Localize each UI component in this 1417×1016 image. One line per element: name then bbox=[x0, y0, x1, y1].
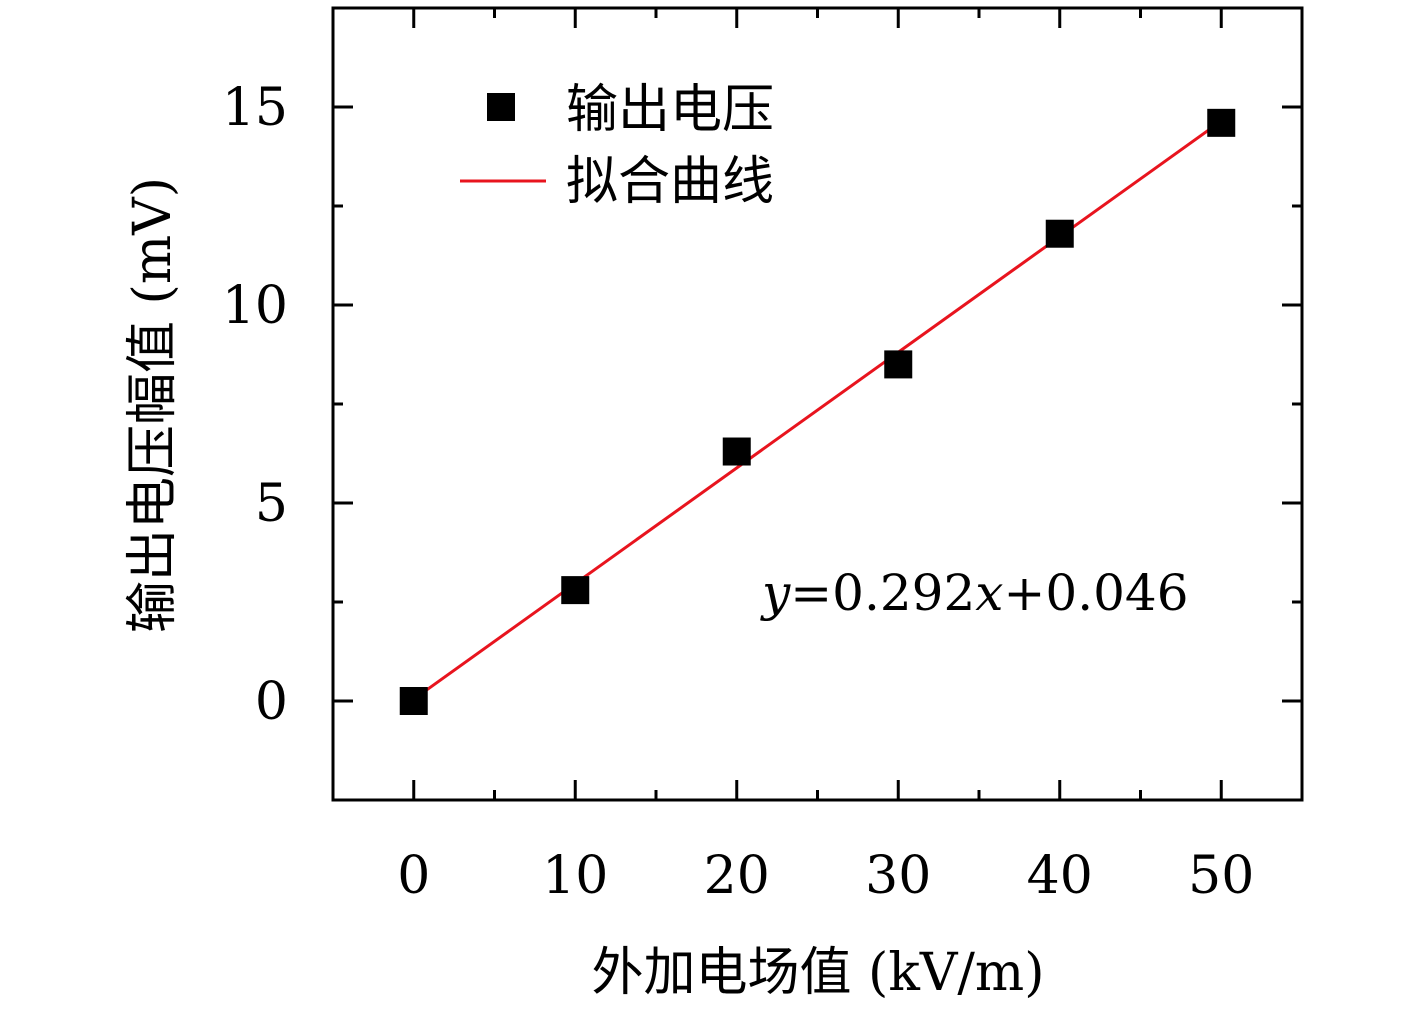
equation-eq: =0.292 bbox=[790, 564, 975, 622]
plot-frame bbox=[331, 6, 1304, 802]
x-tick-label: 20 bbox=[704, 846, 770, 906]
x-axis-title: 外加电场值 (kV/m) bbox=[592, 943, 1045, 1003]
x-tick-label: 50 bbox=[1188, 846, 1254, 906]
x-tick-label: 30 bbox=[865, 846, 931, 906]
y-axis-title: 输出电压幅值 (mV) bbox=[123, 177, 183, 633]
fit-line bbox=[412, 119, 1223, 701]
legend-label-fit: 拟合曲线 bbox=[566, 152, 774, 212]
equation-x-var: x bbox=[975, 564, 1003, 622]
x-tick-label: 10 bbox=[542, 846, 608, 906]
equation-y-var: y bbox=[760, 564, 791, 622]
fit-equation: y=0.292x+0.046 bbox=[760, 564, 1189, 622]
legend-label-scatter: 输出电压 bbox=[566, 80, 774, 140]
x-tick-label: 0 bbox=[397, 846, 430, 906]
data-point bbox=[884, 350, 913, 379]
data-point bbox=[1045, 219, 1074, 248]
equation-rest: +0.046 bbox=[1004, 564, 1189, 622]
data-point bbox=[722, 437, 751, 466]
y-tick-label: 5 bbox=[255, 474, 288, 534]
y-tick-label: 10 bbox=[222, 276, 288, 336]
legend-marker-scatter bbox=[487, 93, 515, 121]
y-tick-label: 0 bbox=[255, 672, 288, 732]
data-point bbox=[399, 687, 428, 715]
data-point bbox=[1207, 108, 1236, 137]
x-tick-label: 40 bbox=[1027, 846, 1093, 906]
data-point bbox=[561, 576, 590, 605]
legend: 输出电压 拟合曲线 bbox=[460, 80, 774, 212]
y-tick-label: 15 bbox=[222, 78, 288, 138]
